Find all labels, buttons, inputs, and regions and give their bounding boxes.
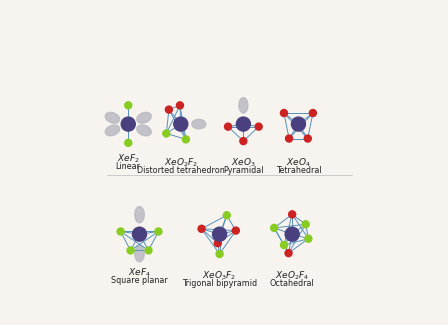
Circle shape (145, 247, 152, 254)
Circle shape (304, 135, 311, 142)
Circle shape (125, 102, 132, 109)
Circle shape (302, 221, 309, 228)
Ellipse shape (135, 246, 144, 262)
Text: XeO$_4$: XeO$_4$ (286, 157, 311, 169)
Ellipse shape (192, 119, 206, 129)
Circle shape (127, 247, 134, 254)
Ellipse shape (105, 112, 120, 123)
Circle shape (240, 137, 247, 145)
Text: Trigonal bipyramid: Trigonal bipyramid (182, 279, 257, 288)
Text: XeO$_3$: XeO$_3$ (231, 157, 256, 169)
Circle shape (133, 227, 146, 241)
Circle shape (310, 110, 316, 117)
Circle shape (223, 212, 230, 219)
Circle shape (155, 228, 162, 235)
Circle shape (216, 251, 223, 257)
Text: Square planar: Square planar (111, 276, 168, 285)
Circle shape (117, 228, 124, 235)
Circle shape (289, 211, 296, 218)
Circle shape (285, 250, 292, 257)
Circle shape (271, 224, 278, 231)
Circle shape (280, 110, 288, 117)
Circle shape (174, 117, 188, 131)
Text: Tetrahedral: Tetrahedral (276, 166, 321, 175)
Circle shape (305, 235, 312, 242)
Ellipse shape (137, 125, 151, 136)
Text: XeO$_2$F$_2$: XeO$_2$F$_2$ (164, 157, 198, 169)
Text: XeF$_2$: XeF$_2$ (117, 153, 140, 165)
Text: Octahedral: Octahedral (270, 279, 314, 288)
Circle shape (291, 117, 306, 131)
Ellipse shape (105, 125, 120, 136)
Ellipse shape (239, 98, 248, 113)
Circle shape (182, 136, 190, 143)
Circle shape (224, 123, 232, 130)
Circle shape (233, 227, 239, 234)
Circle shape (213, 227, 227, 241)
Circle shape (285, 227, 299, 241)
Circle shape (165, 106, 172, 113)
Circle shape (163, 130, 170, 137)
Ellipse shape (137, 112, 151, 123)
Circle shape (280, 241, 288, 249)
Circle shape (121, 117, 135, 131)
Circle shape (177, 102, 183, 109)
Text: XeO$_3$F$_2$: XeO$_3$F$_2$ (202, 269, 237, 282)
Ellipse shape (135, 207, 144, 223)
Circle shape (125, 139, 132, 146)
Text: Distorted tetrahedron: Distorted tetrahedron (137, 166, 225, 175)
Text: XeO$_2$F$_4$: XeO$_2$F$_4$ (275, 269, 310, 282)
Circle shape (198, 225, 205, 232)
Circle shape (255, 123, 262, 130)
Circle shape (237, 117, 250, 131)
Circle shape (214, 240, 221, 247)
Text: Linear: Linear (116, 162, 141, 171)
Circle shape (285, 135, 293, 142)
Text: Pyramidal: Pyramidal (223, 166, 263, 175)
Text: XeF$_4$: XeF$_4$ (128, 267, 151, 279)
